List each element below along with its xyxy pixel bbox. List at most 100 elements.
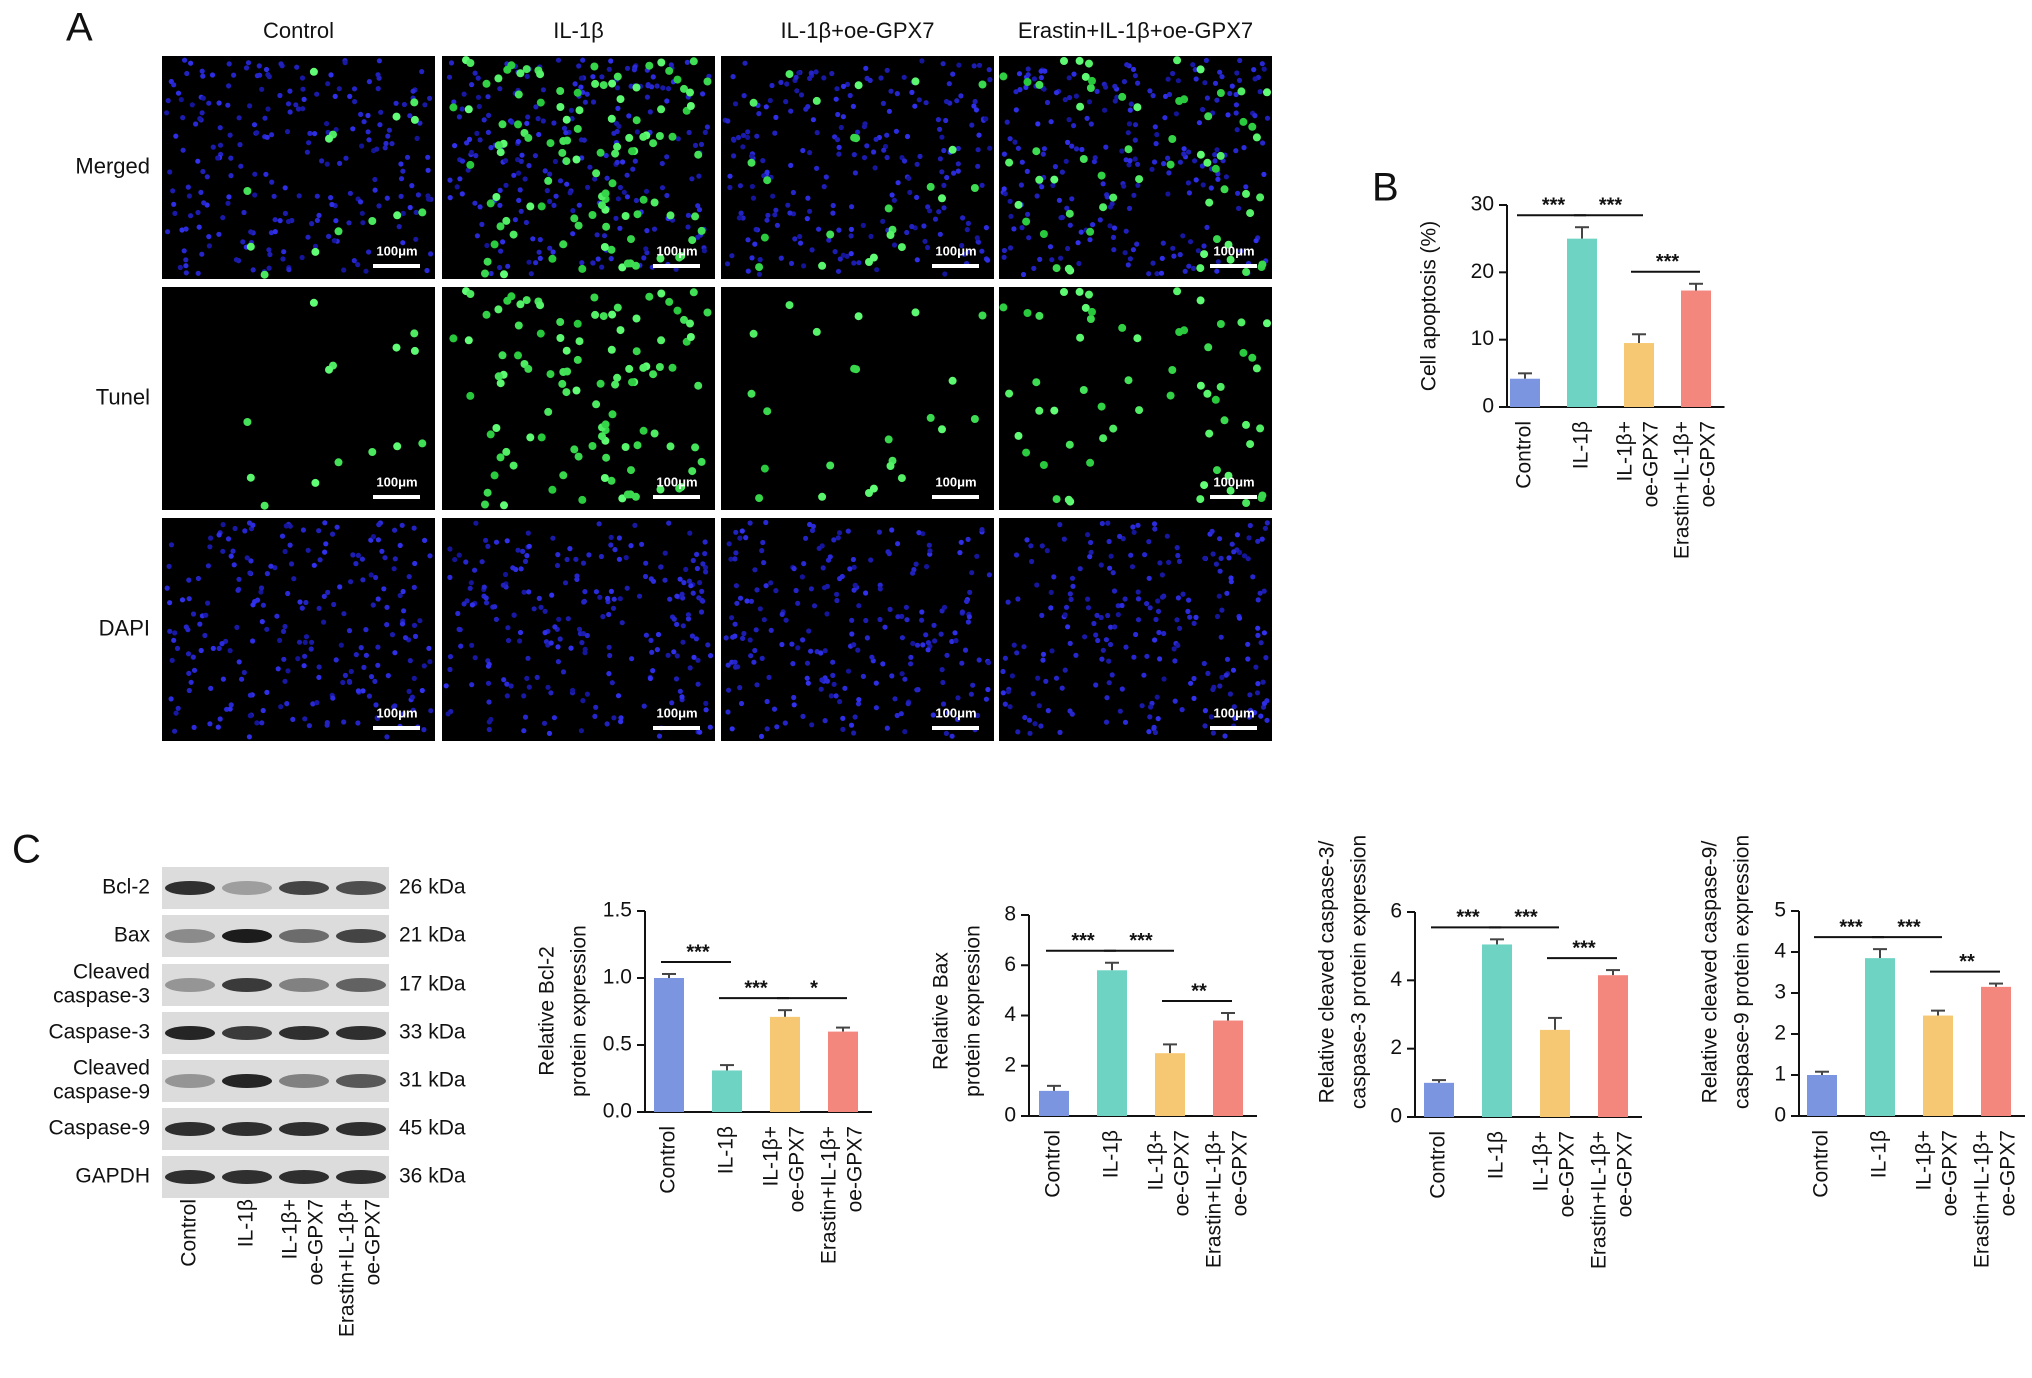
- nucleus: [829, 70, 835, 77]
- nucleus: [363, 627, 369, 633]
- tunel-cell: [656, 254, 665, 263]
- nucleus: [967, 589, 973, 596]
- y-axis-label: protein expression: [568, 925, 591, 1097]
- nucleus: [548, 640, 554, 646]
- nucleus: [551, 202, 557, 208]
- nucleus: [219, 641, 225, 647]
- nucleus: [532, 153, 539, 159]
- nucleus: [368, 674, 375, 680]
- tunel-cell: [325, 134, 333, 143]
- nucleus: [240, 239, 246, 245]
- nucleus: [972, 98, 978, 105]
- nucleus: [172, 630, 178, 636]
- nucleus: [347, 93, 353, 99]
- tunel-cell: [601, 189, 610, 198]
- nucleus: [533, 104, 539, 110]
- nucleus: [864, 635, 871, 641]
- significance-label: ***: [686, 941, 710, 963]
- nucleus: [190, 611, 197, 617]
- nucleus: [333, 127, 339, 133]
- nucleus: [664, 154, 670, 160]
- nucleus: [727, 184, 733, 191]
- nucleus: [818, 650, 824, 656]
- nucleus: [503, 158, 509, 164]
- nucleus: [1039, 184, 1045, 190]
- nucleus: [474, 233, 480, 239]
- micrograph: 100μm: [162, 518, 435, 741]
- nucleus: [505, 263, 511, 269]
- nucleus: [1135, 596, 1142, 602]
- nucleus: [1213, 561, 1219, 567]
- nucleus: [238, 163, 244, 169]
- nucleus: [468, 580, 474, 586]
- nucleus: [1134, 241, 1140, 247]
- nucleus: [1065, 139, 1071, 145]
- tunel-cell: [556, 334, 565, 342]
- nucleus: [1185, 608, 1191, 615]
- nucleus: [1180, 591, 1186, 597]
- nucleus: [833, 693, 839, 699]
- nucleus: [955, 161, 961, 167]
- nucleus: [171, 82, 177, 88]
- nucleus: [285, 101, 292, 107]
- nucleus: [606, 671, 612, 677]
- nucleus: [749, 255, 755, 261]
- nucleus: [1142, 552, 1148, 558]
- lane-label: oe-GPX7: [305, 1199, 328, 1285]
- nucleus: [902, 676, 908, 682]
- nucleus: [738, 700, 745, 707]
- nucleus: [1094, 612, 1100, 619]
- nucleus: [629, 656, 635, 662]
- tunel-cell: [884, 435, 893, 444]
- nucleus: [247, 570, 253, 576]
- nucleus: [372, 678, 378, 685]
- nucleus: [801, 561, 807, 567]
- nucleus: [291, 576, 297, 582]
- nucleus: [975, 147, 981, 153]
- nucleus: [987, 145, 993, 151]
- nucleus: [1152, 637, 1158, 643]
- nucleus: [1071, 123, 1077, 129]
- tunel-cell: [514, 351, 522, 360]
- nucleus: [410, 707, 416, 713]
- nucleus: [538, 604, 544, 610]
- tunel-cell: [486, 199, 495, 208]
- nucleus: [696, 207, 703, 213]
- nucleus: [1192, 158, 1198, 164]
- nucleus: [568, 107, 575, 113]
- nucleus: [877, 582, 883, 588]
- nucleus: [1115, 603, 1121, 609]
- nucleus: [753, 226, 759, 233]
- nucleus: [976, 132, 982, 138]
- blot-band: [336, 881, 386, 895]
- tunel-cell: [649, 139, 658, 148]
- nucleus: [526, 543, 532, 549]
- nucleus: [274, 613, 280, 619]
- tunel-cell: [668, 363, 677, 372]
- nucleus: [1234, 70, 1240, 76]
- nucleus: [425, 167, 431, 173]
- tunel-cell: [1213, 235, 1221, 244]
- nucleus: [352, 99, 358, 105]
- nucleus: [375, 662, 381, 668]
- nucleus: [763, 519, 769, 526]
- nucleus: [1245, 556, 1251, 562]
- nucleus: [1064, 205, 1070, 211]
- tunel-cell: [1014, 200, 1023, 209]
- nucleus: [1019, 159, 1025, 165]
- nucleus: [366, 249, 372, 255]
- tunel-cell: [628, 147, 636, 156]
- tunel-cell: [760, 233, 769, 242]
- nucleus: [985, 686, 991, 693]
- micrograph: 100μm: [442, 56, 715, 279]
- nucleus: [644, 250, 650, 256]
- nucleus: [1019, 225, 1025, 231]
- nucleus: [180, 147, 186, 153]
- tunel-cell: [1124, 376, 1133, 385]
- nucleus: [1193, 177, 1199, 183]
- nucleus: [868, 233, 874, 239]
- y-tick-label: 4: [1390, 968, 1402, 991]
- tunel-cell: [628, 378, 636, 387]
- nucleus: [459, 191, 465, 197]
